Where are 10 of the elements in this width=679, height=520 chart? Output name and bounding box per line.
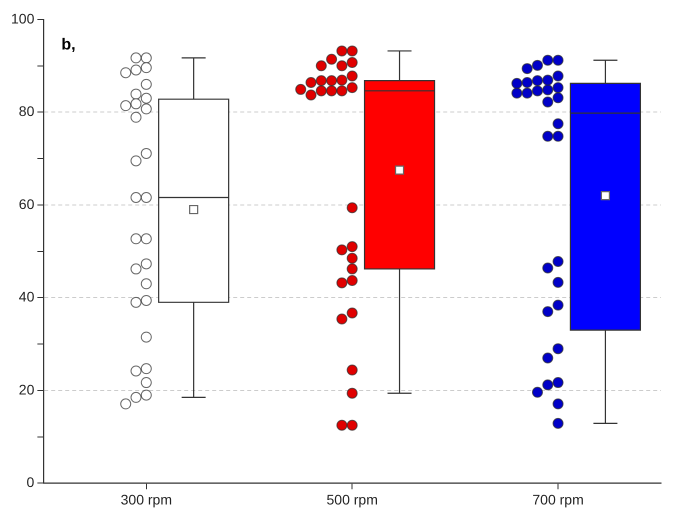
y-tick-label: 80 [18,103,35,120]
x-tick-label: 300 rpm [120,491,172,508]
y-tick-label: 0 [26,474,35,490]
x-tick-label: 700 rpm [532,491,584,508]
y-tick-label: 100 [11,10,35,26]
y-tick-label: 60 [18,196,35,212]
y-tick-label: 40 [18,288,35,305]
x-tick-label: 500 rpm [326,491,378,508]
annotation: b, [61,36,76,54]
y-tick-label: 20 [18,381,35,398]
